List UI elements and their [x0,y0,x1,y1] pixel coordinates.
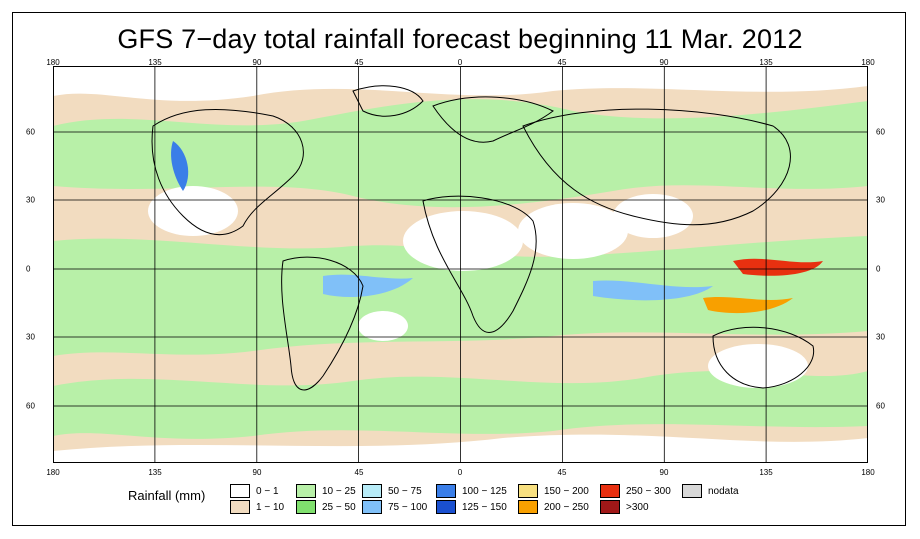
legend-item: 125 − 150 [436,500,507,514]
lon-tick-top: 45 [354,58,364,67]
heavy-rain-indian [593,280,713,301]
lat-tick-left: 0 [26,264,31,274]
legend-swatch [296,500,316,514]
lon-tick-top: 180 [46,58,60,67]
south-america-outline [281,256,364,391]
lon-tick-top: 45 [557,58,567,67]
legend-swatch [296,484,316,498]
greenland-outline [352,85,424,117]
legend-label: 1 − 10 [256,501,285,513]
lat-tick-right: 60 [876,127,885,137]
legend-swatch [436,500,456,514]
legend-label: 75 − 100 [388,501,428,513]
legend-label: 50 − 75 [388,485,422,497]
graticule [53,66,868,463]
lat-tick-left: 30 [26,332,35,342]
figure-frame [12,12,906,526]
rainfall-map [53,66,868,463]
legend-item: 25 − 50 [296,500,356,514]
heavy-rain-amazon [323,274,413,298]
legend-swatch [600,484,620,498]
lon-tick-bottom: 45 [557,468,567,477]
legend-swatch [682,484,702,498]
lon-tick-bottom: 90 [659,468,669,477]
lon-tick-top: 90 [252,58,262,67]
lon-tick-bottom: 0 [457,468,463,477]
legend-label: 150 − 200 [544,485,589,497]
lon-tick-bottom: 180 [861,468,875,477]
legend-swatch [436,484,456,498]
legend-label: 10 − 25 [322,485,356,497]
lon-tick-top: 180 [861,58,875,67]
lon-tick-bottom: 45 [354,468,364,477]
dry-zone-sa [358,311,408,341]
lon-tick-bottom: 135 [148,468,162,477]
dry-zone-asia [613,194,693,238]
legend-item: 250 − 300 [600,484,671,498]
legend-title: Rainfall (mm) [128,488,206,503]
map-border [53,66,868,463]
lat-tick-right: 60 [876,401,885,411]
lat-tick-left: 60 [26,127,35,137]
legend-item: 50 − 75 [362,484,422,498]
north-america-outline [151,108,304,236]
coastlines [151,85,815,391]
legend-label: nodata [708,485,739,497]
legend-item: nodata [682,484,739,498]
heavy-rain-maritime [733,258,823,276]
legend-swatch [600,500,620,514]
legend-item: 10 − 25 [296,484,356,498]
lat-tick-right: 30 [876,332,885,342]
legend-swatch [362,484,382,498]
legend-item: >300 [600,500,649,514]
legend-swatch [230,484,250,498]
legend-label: 0 − 1 [256,485,279,497]
lon-tick-bottom: 180 [46,468,60,477]
lat-tick-left: 30 [26,195,35,205]
lat-tick-right: 0 [876,264,881,274]
legend-item: 150 − 200 [518,484,589,498]
dry-zone-australia [708,344,808,388]
legend-swatch [518,500,538,514]
asia-outline [522,108,791,226]
legend-label: 200 − 250 [544,501,589,513]
lon-tick-top: 90 [659,58,669,67]
legend-swatch [362,500,382,514]
australia-outline [712,326,815,389]
heavy-rain-spcz [703,297,793,314]
lon-tick-top: 135 [759,58,773,67]
legend-item: 100 − 125 [436,484,507,498]
legend-label: 100 − 125 [462,485,507,497]
map-canvas [53,66,868,463]
heavy-rain-pnw [171,141,189,191]
legend-label: 250 − 300 [626,485,671,497]
legend-item: 1 − 10 [230,500,284,514]
europe-outline [432,96,554,143]
legend-item: 0 − 1 [230,484,279,498]
lat-tick-left: 60 [26,401,35,411]
legend-item: 200 − 250 [518,500,589,514]
lon-tick-bottom: 135 [759,468,773,477]
page-title: GFS 7−day total rainfall forecast beginn… [117,24,803,54]
dry-zone-na [148,186,238,236]
legend-swatch [518,484,538,498]
dry-zone-arabia [518,203,628,259]
lon-tick-top: 135 [148,58,162,67]
legend-label: 25 − 50 [322,501,356,513]
legend-label: 125 − 150 [462,501,507,513]
lon-tick-top: 0 [457,58,463,67]
legend-label: >300 [626,501,649,513]
lon-tick-bottom: 90 [252,468,262,477]
legend-swatch [230,500,250,514]
legend-item: 75 − 100 [362,500,427,514]
dry-zone-sahara-atlantic [403,211,523,271]
africa-outline [422,195,537,333]
lat-tick-right: 30 [876,195,885,205]
